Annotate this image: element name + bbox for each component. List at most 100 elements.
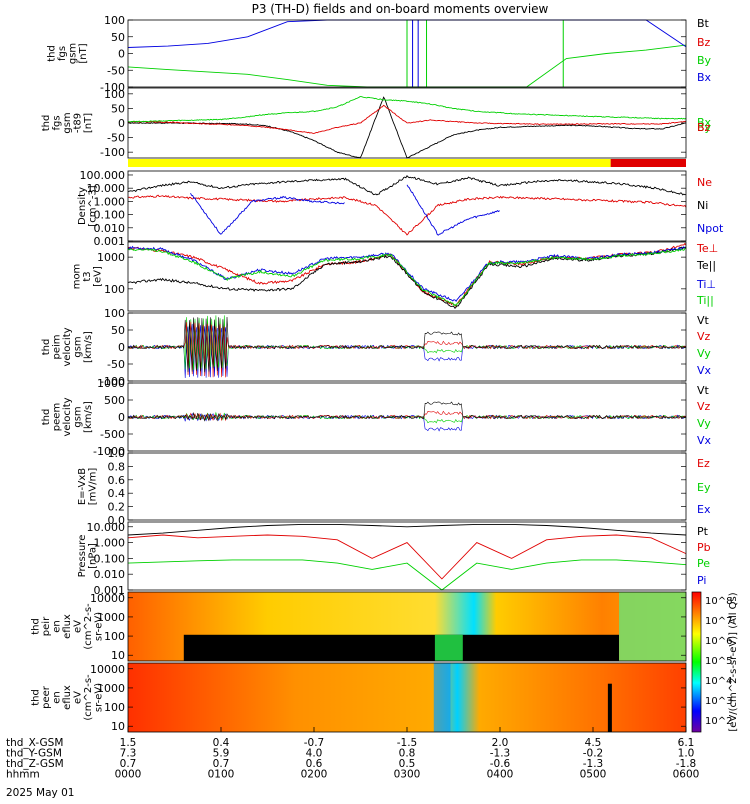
series-Vt <box>127 316 687 373</box>
y-tick-label: 0.001 <box>94 584 126 597</box>
y-axis-label-line: velocity <box>62 397 73 436</box>
legend-Te||: Te|| <box>696 259 716 272</box>
spectrogram-gap <box>607 683 612 732</box>
y-axis-label-line: gsm <box>73 336 84 357</box>
y-tick-label: -50 <box>107 64 125 77</box>
y-tick-label: 10.000 <box>87 521 126 534</box>
ephemeris-value: 0.4 <box>213 737 230 749</box>
y-tick-label: 100 <box>104 307 125 320</box>
ephemeris-value: -0.6 <box>490 758 511 770</box>
ephemeris-row-label: thd_Y-GSM <box>6 748 62 760</box>
y-tick-label: 0.001 <box>94 235 126 248</box>
y-axis-label-line: fgs <box>52 115 63 130</box>
ephemeris-value: 0000 <box>115 769 142 781</box>
colorbar-tick-label: 10^3 <box>705 696 732 707</box>
legend-Vy: Vy <box>697 417 711 430</box>
y-tick-label: -100 <box>100 146 125 159</box>
panel-frame <box>127 591 687 662</box>
ephemeris-row-label: hhmm <box>6 769 40 781</box>
y-axis-label: thd peir en eflux eV (cm^2-s-sr-eV) <box>31 603 105 650</box>
y-tick-label: 50 <box>111 324 125 337</box>
y-tick-label: 100 <box>104 630 125 643</box>
legend-Bx: Bx <box>697 71 712 84</box>
legend-Vx: Vx <box>697 364 712 377</box>
ephemeris-value: -1.3 <box>583 758 604 770</box>
y-tick-label: 50 <box>111 102 125 115</box>
ephemeris-value: -1.3 <box>490 748 511 760</box>
legend-Pe: Pe <box>697 557 710 570</box>
colorbar-tick-label: 10^6 <box>705 636 732 647</box>
y-axis-label-line: velocity <box>62 327 73 366</box>
legend-Ti⊥: Ti⊥ <box>696 278 716 291</box>
ephemeris-value: 2.0 <box>492 737 509 749</box>
y-tick-label: 0.010 <box>94 568 126 581</box>
series-Vt <box>127 401 687 422</box>
y-axis-label-line: [nPa] <box>87 543 98 569</box>
panel-fgs: 100 50 0 -50 -100 thd fgs gsm [nT] Bt Bz By Bx <box>46 14 711 94</box>
series-red <box>128 104 687 134</box>
ephemeris-value: -1.5 <box>397 737 418 749</box>
y-axis-label-line: fgs <box>57 46 68 61</box>
panel-frame <box>127 452 687 521</box>
ephemeris-value: -0.7 <box>304 737 325 749</box>
legend-Pb: Pb <box>697 541 711 554</box>
ephemeris-value: 1.0 <box>678 748 695 760</box>
y-axis-label-line: sr-eV) <box>94 683 105 712</box>
y-axis-label-line: t3 <box>82 271 93 281</box>
ephemeris-value: -0.2 <box>583 748 604 760</box>
legend-Vz: Vz <box>697 400 711 413</box>
legend-Vx: Vx <box>697 434 712 447</box>
y-tick-label: 0 <box>118 411 125 424</box>
panel-frame <box>127 521 687 591</box>
panel-frame <box>127 170 687 242</box>
legend-Te⊥: Te⊥ <box>696 242 718 255</box>
legend-Npot: Npot <box>697 222 724 235</box>
y-tick-label: -100 <box>100 375 125 388</box>
y-tick-label: 1.000 <box>94 195 126 208</box>
y-axis-label-line: gsm <box>67 43 78 64</box>
series-Te⊥ <box>127 242 687 308</box>
colorbar-tick-label: 10^4 <box>705 676 732 687</box>
y-axis-label-line: E=-VxB <box>77 468 88 505</box>
y-axis-label-line: thd <box>41 339 52 356</box>
y-axis-label-line: Pressure <box>77 535 88 578</box>
ephemeris-value: -1.8 <box>676 758 697 770</box>
y-axis-label-line: peim <box>52 334 63 359</box>
y-tick-label: -50 <box>107 358 125 371</box>
panel-peem_velocity: 1000 500 0 -500 -1000 thd peem velocity gsm [km/s… <box>41 377 712 458</box>
y-tick-label: -100 <box>100 81 125 94</box>
series-Pb <box>127 534 687 580</box>
y-axis-label-line: [mV/m] <box>87 468 98 506</box>
spectrogram-band <box>433 663 451 732</box>
y-axis-label-line: [nT] <box>78 43 89 63</box>
panel-peir_spec: 10000 1000 100 10 thd peir en eflux eV (cm^2-s-sr… <box>31 591 687 662</box>
legend-Bz: Bz <box>697 121 711 134</box>
y-tick-label: 50 <box>111 31 125 44</box>
y-axis-label-line: [eV] <box>93 266 104 287</box>
y-tick-label: 0.100 <box>94 209 126 222</box>
y-axis-label: thd peem velocity gsm [km/s] <box>41 397 94 436</box>
ephemeris-value: 5.9 <box>213 748 230 760</box>
y-axis-label-line: [cm^-3] <box>87 185 98 226</box>
panel-peer_spec: 10000 1000 100 10 thd peer en eflux eV (cm^2-s-sr… <box>31 662 687 733</box>
y-axis-label-line: gsm <box>73 406 84 427</box>
y-tick-label: -1000 <box>93 445 125 458</box>
y-tick-label: 100.000 <box>80 169 126 182</box>
x-axis <box>127 727 687 732</box>
y-tick-label: 1000 <box>97 611 125 624</box>
legend-Vy: Vy <box>697 347 711 360</box>
y-tick-label: 0.0 <box>108 514 126 527</box>
y-axis-label-line: (cm^2-s- <box>83 603 94 650</box>
series-Ti|| <box>127 247 687 307</box>
y-axis-label-line: thd <box>31 618 42 635</box>
ephemeris-value: 0500 <box>580 769 607 781</box>
y-axis-label-line: (cm^2-s- <box>83 674 94 721</box>
legend-Ne: Ne <box>697 176 712 189</box>
y-tick-label: 0.6 <box>108 474 126 487</box>
spectrogram-colorbar: 10^8 10^7 10^6 10^5 10^4 10^3 10^2 [eV/(cm^2-s… <box>691 591 739 733</box>
y-axis-label-line: eflux <box>62 614 73 639</box>
y-axis-label-line: -t89 <box>73 113 84 133</box>
y-axis-label-line: eflux <box>62 685 73 710</box>
